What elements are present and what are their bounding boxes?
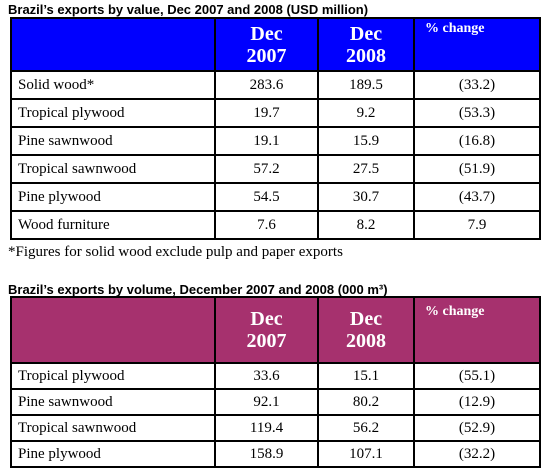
value-2007: 57.2 bbox=[214, 154, 319, 184]
value-2008: 56.2 bbox=[317, 414, 415, 442]
row-label: Tropical sawnwood bbox=[10, 154, 216, 184]
value-2008: 189.5 bbox=[317, 70, 415, 100]
table-row: Tropical plywood 33.6 15.1 (55.1) bbox=[10, 362, 541, 390]
value-2008: 80.2 bbox=[317, 388, 415, 416]
exports-by-value-table: Dec 2007 Dec 2008 % change Solid wood* 283.… bbox=[10, 17, 541, 240]
header-year-label: 2008 bbox=[346, 330, 386, 352]
percent-change: 7.9 bbox=[413, 210, 541, 240]
header-dec-label: Dec bbox=[349, 22, 383, 45]
value-2007: 19.1 bbox=[214, 126, 319, 156]
value-table-title: Brazil’s exports by value, Dec 2007 and … bbox=[8, 2, 369, 17]
value-2007: 33.6 bbox=[214, 362, 319, 390]
value-2007: 7.6 bbox=[214, 210, 319, 240]
table-row: Solid wood* 283.6 189.5 (33.2) bbox=[10, 70, 541, 100]
value-2008: 27.5 bbox=[317, 154, 415, 184]
value-2007: 92.1 bbox=[214, 388, 319, 416]
value-2007: 283.6 bbox=[214, 70, 319, 100]
header-dec-label: Dec bbox=[349, 308, 383, 330]
row-label: Tropical plywood bbox=[10, 98, 216, 128]
value-2007: 54.5 bbox=[214, 182, 319, 212]
value-2008: 30.7 bbox=[317, 182, 415, 212]
table-row: Pine plywood 54.5 30.7 (43.7) bbox=[10, 182, 541, 212]
footnote: *Figures for solid wood exclude pulp and… bbox=[8, 244, 343, 260]
value-2008: 107.1 bbox=[317, 440, 415, 468]
header-dec-2008: Dec 2008 bbox=[317, 17, 415, 72]
value-2008: 8.2 bbox=[317, 210, 415, 240]
value-table-body: Solid wood* 283.6 189.5 (33.2) Tropical plyw… bbox=[10, 70, 541, 240]
header-year-label: 2007 bbox=[246, 44, 287, 67]
table-row: Pine sawnwood 92.1 80.2 (12.9) bbox=[10, 388, 541, 416]
value-2008: 9.2 bbox=[317, 98, 415, 128]
header-year-label: 2007 bbox=[246, 330, 287, 352]
percent-change: (43.7) bbox=[413, 182, 541, 212]
table-header-row: Dec 2007 Dec 2008 % change bbox=[10, 296, 541, 364]
table-row: Tropical sawnwood 57.2 27.5 (51.9) bbox=[10, 154, 541, 184]
percent-change: (12.9) bbox=[413, 388, 541, 416]
header-dec-2007: Dec 2007 bbox=[214, 17, 319, 72]
header-dec-label: Dec bbox=[250, 308, 283, 330]
row-label: Pine plywood bbox=[10, 182, 216, 212]
header-percent-change: % change bbox=[413, 17, 541, 72]
table-row: Pine plywood 158.9 107.1 (32.2) bbox=[10, 440, 541, 468]
row-label: Pine plywood bbox=[10, 440, 216, 468]
percent-change: (32.2) bbox=[413, 440, 541, 468]
percent-change: (52.9) bbox=[413, 414, 541, 442]
header-year-label: 2008 bbox=[346, 44, 386, 67]
value-2008: 15.9 bbox=[317, 126, 415, 156]
header-dec-label: Dec bbox=[250, 22, 283, 45]
value-2007: 158.9 bbox=[214, 440, 319, 468]
value-2008: 15.1 bbox=[317, 362, 415, 390]
row-label: Wood furniture bbox=[10, 210, 216, 240]
percent-change: (33.2) bbox=[413, 70, 541, 100]
row-label: Tropical plywood bbox=[10, 362, 216, 390]
header-dec-2008: Dec 2008 bbox=[317, 296, 415, 364]
row-label: Pine sawnwood bbox=[10, 388, 216, 416]
row-label: Tropical sawnwood bbox=[10, 414, 216, 442]
header-blank-cell bbox=[10, 296, 216, 364]
header-blank-cell bbox=[10, 17, 216, 72]
table-row: Wood furniture 7.6 8.2 7.9 bbox=[10, 210, 541, 240]
percent-change: (55.1) bbox=[413, 362, 541, 390]
exports-by-volume-table: Dec 2007 Dec 2008 % change Tropical plywoo… bbox=[10, 296, 541, 468]
value-2007: 19.7 bbox=[214, 98, 319, 128]
percent-change: (51.9) bbox=[413, 154, 541, 184]
header-dec-2007: Dec 2007 bbox=[214, 296, 319, 364]
row-label: Pine sawnwood bbox=[10, 126, 216, 156]
value-2007: 119.4 bbox=[214, 414, 319, 442]
percent-change: (53.3) bbox=[413, 98, 541, 128]
row-label: Solid wood* bbox=[10, 70, 216, 100]
header-percent-change: % change bbox=[413, 296, 541, 364]
table-row: Pine sawnwood 19.1 15.9 (16.8) bbox=[10, 126, 541, 156]
table-header-row: Dec 2007 Dec 2008 % change bbox=[10, 17, 541, 72]
volume-table-title: Brazil’s exports by volume, December 200… bbox=[8, 282, 388, 297]
table-row: Tropical sawnwood 119.4 56.2 (52.9) bbox=[10, 414, 541, 442]
volume-table-body: Tropical plywood 33.6 15.1 (55.1) Pine sawnw… bbox=[10, 362, 541, 468]
table-row: Tropical plywood 19.7 9.2 (53.3) bbox=[10, 98, 541, 128]
percent-change: (16.8) bbox=[413, 126, 541, 156]
